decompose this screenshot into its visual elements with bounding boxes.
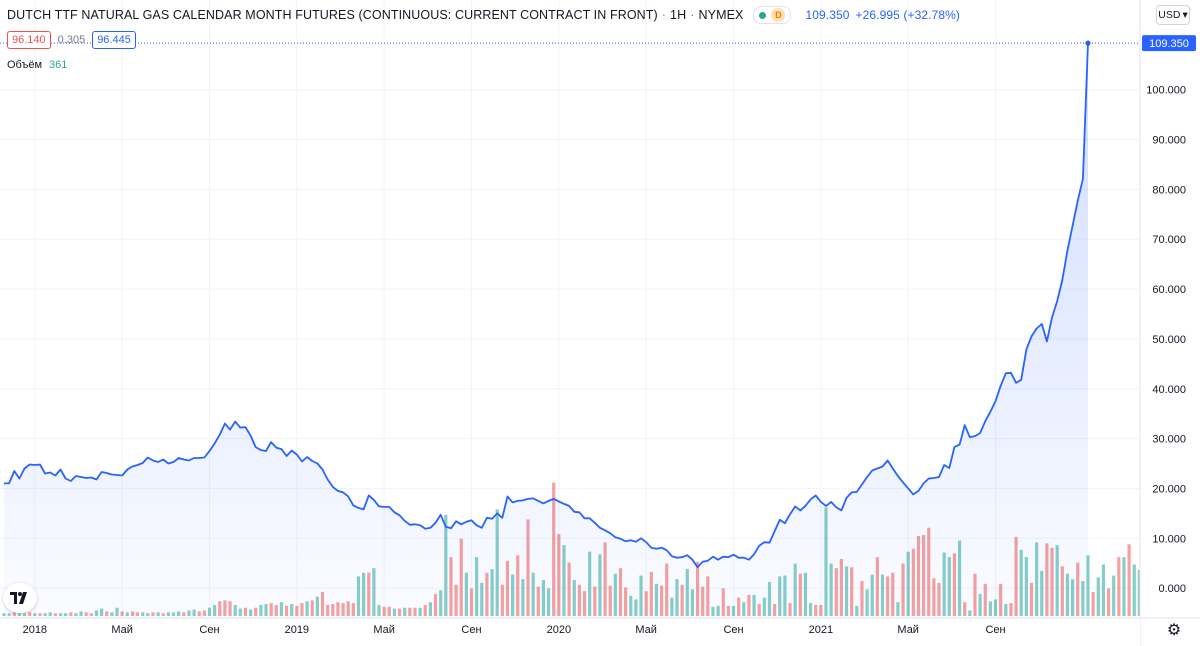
volume-legend: Объём 361 xyxy=(7,59,67,71)
y-tick-label: 90.000 xyxy=(1152,135,1186,147)
volume-bar xyxy=(1096,577,1100,616)
y-tick-label: 100.000 xyxy=(1146,85,1186,97)
chevron-down-icon: ▾ xyxy=(1182,9,1188,21)
spread-value: 0.305 xyxy=(57,34,86,46)
exchange-label: NYMEX xyxy=(698,8,744,22)
x-tick-label: Сен xyxy=(199,624,219,636)
ask-price-button[interactable]: 96.445 xyxy=(92,31,136,49)
volume-label[interactable]: Объём xyxy=(7,59,43,71)
interval-label[interactable]: 1Н xyxy=(670,8,687,22)
last-price-point xyxy=(1085,40,1091,46)
x-tick-label: Май xyxy=(111,624,133,636)
volume-bar xyxy=(1132,564,1136,616)
x-tick-label: 2018 xyxy=(23,624,47,636)
delayed-badge: D xyxy=(771,8,786,22)
y-tick-label: 70.000 xyxy=(1152,234,1186,246)
volume-value: 361 xyxy=(49,59,68,71)
title-separator: · xyxy=(690,8,695,22)
price-change: +26.995 (+32.78%) xyxy=(855,8,960,22)
volume-bar xyxy=(1127,544,1131,616)
last-price-tag-label: 109.350 xyxy=(1149,38,1189,50)
symbol-title[interactable]: DUTCH TTF NATURAL GAS CALENDAR MONTH FUT… xyxy=(7,8,658,22)
x-tick-label: Май xyxy=(897,624,919,636)
currency-label: USD xyxy=(1158,9,1181,21)
volume-bar xyxy=(1137,570,1141,616)
title-row: DUTCH TTF NATURAL GAS CALENDAR MONTH FUT… xyxy=(7,6,960,24)
volume-bar xyxy=(1101,564,1106,616)
title-separator: · xyxy=(661,8,667,22)
x-tick-label: Сен xyxy=(723,624,743,636)
y-tick-label: 40.000 xyxy=(1152,384,1186,396)
market-status[interactable]: D xyxy=(753,6,792,24)
volume-bar xyxy=(1106,588,1111,616)
volume-bar xyxy=(1117,557,1121,616)
last-price: 109.350 xyxy=(805,8,850,22)
x-tick-label: Май xyxy=(373,624,395,636)
y-axis-panel xyxy=(1140,0,1200,646)
volume-bar xyxy=(1122,557,1126,616)
y-tick-label: 20.000 xyxy=(1152,483,1186,495)
x-tick-label: 2020 xyxy=(547,624,571,636)
y-tick-label: 60.000 xyxy=(1152,284,1186,296)
x-axis: 2018 Май Сен 2019 Май Сен 2020 Май Сен 2021 Май Сен xyxy=(0,617,1200,646)
y-tick-label: 30.000 xyxy=(1152,434,1186,446)
x-tick-label: 2021 xyxy=(809,624,833,636)
x-tick-label: 2019 xyxy=(285,624,309,636)
y-tick-label: 10.000 xyxy=(1152,533,1186,545)
x-tick-label: Май xyxy=(635,624,657,636)
price-area xyxy=(4,43,1088,619)
x-axis-panel xyxy=(0,618,1140,646)
last-price-tag xyxy=(1142,35,1196,52)
volume-bar xyxy=(1112,575,1116,616)
x-tick-label: Сен xyxy=(461,624,481,636)
chart-header: DUTCH TTF NATURAL GAS CALENDAR MONTH FUT… xyxy=(0,0,1140,71)
y-tick-label: 50.000 xyxy=(1152,334,1186,346)
market-open-dot-icon xyxy=(759,11,767,19)
y-axis: 0.000 10.000 20.000 30.000 40.000 50.000 60.00… xyxy=(1139,0,1200,646)
x-tick-label: Сен xyxy=(985,624,1005,636)
price-line xyxy=(4,43,1089,569)
volume-bar xyxy=(1091,592,1095,616)
gear-icon[interactable]: ⚙ xyxy=(1166,622,1182,639)
price-area-fill xyxy=(4,43,1088,619)
price-line-group xyxy=(0,40,1140,569)
bid-price-button[interactable]: 96.140 xyxy=(7,31,51,49)
tradingview-logo-icon[interactable] xyxy=(3,583,37,613)
currency-selector[interactable]: USD ▾ xyxy=(1156,5,1190,25)
bid-ask-row: 96.140 0.305 96.445 xyxy=(7,31,136,49)
logo-glyph-icon xyxy=(10,592,27,604)
y-tick-label: 80.000 xyxy=(1152,184,1186,196)
y-tick-label: 0.000 xyxy=(1158,583,1186,595)
